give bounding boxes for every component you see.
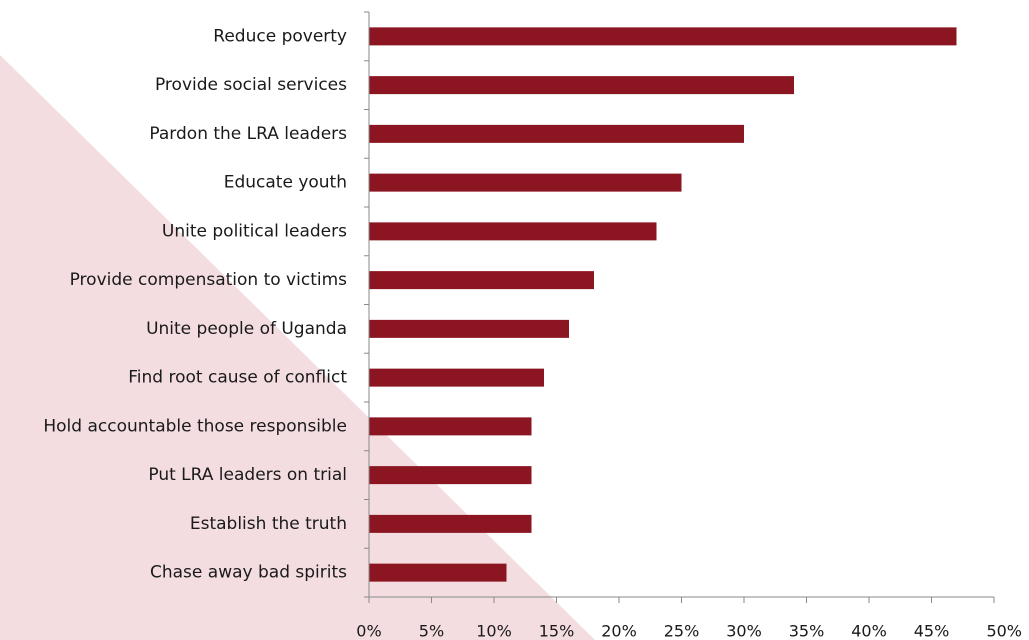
category-label: Hold accountable those responsible xyxy=(43,416,347,436)
bar-5 xyxy=(369,271,594,290)
category-label: Educate youth xyxy=(224,173,347,193)
x-tick-label: 15% xyxy=(539,622,575,640)
x-tick-label: 10% xyxy=(476,622,512,640)
category-label: Provide social services xyxy=(155,75,347,95)
bar-7 xyxy=(369,368,544,387)
category-labels-group: Reduce poverty Provide social services Par… xyxy=(43,26,347,582)
x-tick-label: 35% xyxy=(789,622,825,640)
bar-2 xyxy=(369,124,744,143)
bar-6 xyxy=(369,319,569,338)
x-tick-label: 50% xyxy=(986,622,1022,640)
category-label: Unite political leaders xyxy=(162,221,347,241)
category-label: Chase away bad spirits xyxy=(150,563,347,583)
y-ticks-group xyxy=(364,11,369,598)
category-label: Establish the truth xyxy=(190,514,347,534)
background-accent-triangle xyxy=(0,55,595,640)
x-tick-label: 45% xyxy=(914,622,950,640)
x-tick-label: 5% xyxy=(419,622,444,640)
category-label: Pardon the LRA leaders xyxy=(149,124,347,144)
category-label: Put LRA leaders on trial xyxy=(148,465,347,485)
x-tick-label: 0% xyxy=(356,622,381,640)
x-tick-label: 40% xyxy=(851,622,887,640)
x-tick-label: 20% xyxy=(601,622,637,640)
category-label: Provide compensation to victims xyxy=(70,270,348,290)
bar-9 xyxy=(369,466,532,485)
x-tick-label: 30% xyxy=(726,622,762,640)
category-label: Unite people of Uganda xyxy=(146,319,347,339)
x-tick-label: 25% xyxy=(664,622,700,640)
bar-8 xyxy=(369,417,532,436)
bar-4 xyxy=(369,222,657,241)
bar-1 xyxy=(369,76,794,95)
bar-10 xyxy=(369,514,532,533)
x-ticks-group xyxy=(368,597,995,603)
bar-11 xyxy=(369,563,507,582)
x-tick-labels-group: 0% 5% 10% 15% 20% 25% 30% 35% 40% 45% 50% xyxy=(356,622,1022,640)
bar-0 xyxy=(369,27,957,46)
bars-group xyxy=(369,27,957,582)
category-label: Reduce poverty xyxy=(213,26,347,46)
bar-3 xyxy=(369,173,682,192)
category-label: Find root cause of conflict xyxy=(128,368,347,388)
